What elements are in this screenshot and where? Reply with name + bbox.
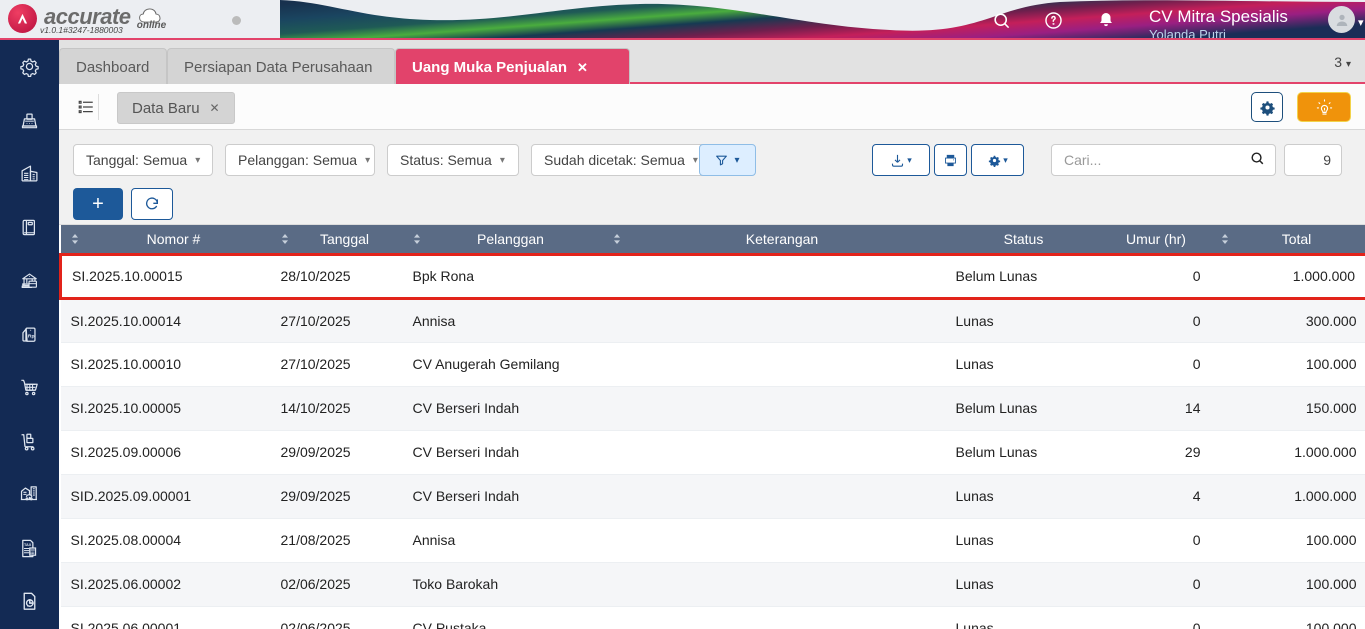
svg-text:Rp: Rp [28, 333, 35, 339]
svg-text:TAX: TAX [24, 543, 32, 547]
